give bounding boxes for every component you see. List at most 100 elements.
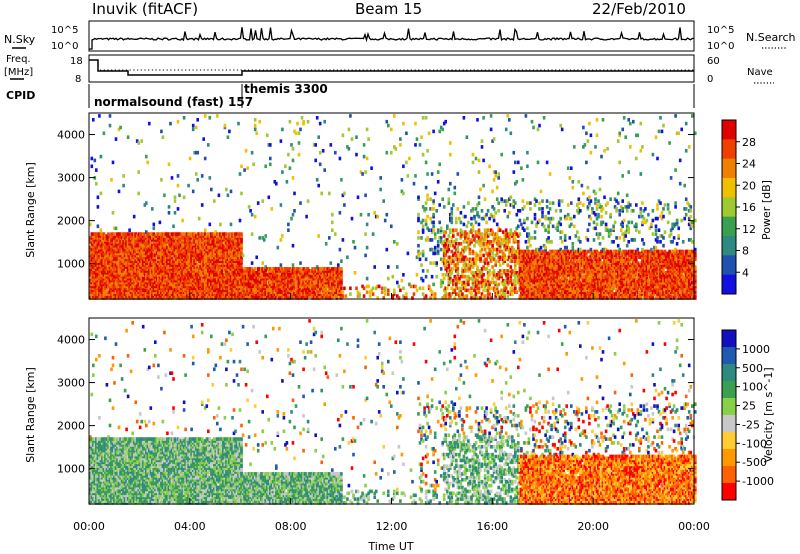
- heatmap-cell: [309, 284, 313, 289]
- heatmap-cell: [205, 240, 209, 244]
- heatmap-cell: [96, 286, 100, 291]
- heatmap-cell: [143, 273, 147, 277]
- heatmap-cell: [296, 288, 299, 293]
- heatmap-cell: [95, 278, 98, 283]
- heatmap-cell: [117, 292, 121, 296]
- heatmap-cell: [238, 234, 242, 238]
- heatmap-cell: [237, 261, 240, 265]
- heatmap-cell: [219, 232, 222, 236]
- heatmap-cell: [138, 284, 142, 289]
- heatmap-cell: [129, 236, 133, 240]
- heatmap-cell: [285, 273, 289, 277]
- heatmap-cell: [122, 273, 125, 277]
- heatmap-cell: [110, 296, 113, 300]
- heatmap-cell: [205, 284, 209, 289]
- heatmap-cell: [104, 269, 107, 273]
- heatmap-cell: [259, 290, 263, 294]
- heatmap-cell: [152, 269, 156, 273]
- heatmap-cell: [182, 294, 186, 298]
- heatmap-cell: [161, 269, 165, 273]
- heatmap-cell: [208, 284, 212, 289]
- heatmap-cell: [320, 269, 323, 273]
- heatmap-cell: [397, 284, 401, 289]
- heatmap-cell: [262, 282, 266, 287]
- heatmap-cell: [302, 274, 305, 279]
- heatmap-cell: [141, 251, 145, 256]
- heatmap-cell: [200, 288, 204, 293]
- heatmap-cell: [116, 276, 119, 281]
- heatmap-cell: [197, 294, 201, 298]
- heatmap-cell: [205, 257, 209, 262]
- heatmap-cell: [207, 242, 210, 246]
- heatmap-cell: [93, 261, 97, 265]
- heatmap-cell: [220, 236, 224, 240]
- heatmap-cell: [269, 143, 272, 147]
- heatmap-cell: [128, 228, 131, 232]
- heatmap-cell: [111, 253, 115, 258]
- heatmap-cell: [359, 212, 363, 217]
- heatmap-cell: [137, 263, 140, 267]
- heatmap-cell: [119, 296, 122, 300]
- heatmap-cell: [170, 273, 174, 277]
- heatmap-cell: [184, 253, 187, 258]
- heatmap-cell: [122, 255, 125, 260]
- heatmap-cell: [181, 271, 184, 275]
- heatmap-cell: [256, 278, 260, 283]
- heatmap-cell: [146, 245, 150, 250]
- heatmap-cell: [290, 278, 293, 283]
- heatmap-cell: [129, 269, 133, 273]
- heatmap-cell: [187, 294, 190, 298]
- heatmap-cell: [125, 245, 128, 250]
- heatmap-cell: [149, 234, 153, 238]
- heatmap-cell: [178, 278, 181, 283]
- heatmap-cell: [340, 271, 343, 275]
- heatmap-cell: [219, 290, 222, 294]
- heatmap-cell: [285, 271, 289, 275]
- heatmap-cell: [211, 274, 215, 279]
- heatmap-cell: [158, 273, 162, 277]
- heatmap-cell: [228, 247, 231, 252]
- heatmap-cell: [226, 290, 230, 294]
- heatmap-cell: [278, 288, 281, 293]
- heatmap-cell: [98, 294, 101, 298]
- heatmap-cell: [92, 296, 95, 300]
- heatmap-cell: [424, 296, 428, 300]
- heatmap-cell: [278, 280, 281, 285]
- heatmap-cell: [285, 292, 289, 296]
- heatmap-cell: [311, 267, 314, 271]
- heatmap-cell: [200, 234, 204, 238]
- heatmap-cell: [138, 253, 142, 258]
- heatmap-cell: [285, 288, 289, 293]
- heatmap-cell: [273, 294, 277, 298]
- heatmap-cell: [216, 280, 219, 285]
- heatmap-cell: [119, 245, 122, 250]
- heatmap-cell: [191, 269, 195, 273]
- heatmap-cell: [155, 253, 159, 258]
- heatmap-cell: [111, 251, 115, 256]
- heatmap-cell: [324, 242, 328, 246]
- heatmap-cell: [141, 253, 145, 258]
- heatmap-cell: [231, 292, 234, 296]
- heatmap-cell: [184, 236, 187, 240]
- heatmap-cell: [182, 195, 186, 200]
- heatmap-cell: [211, 278, 215, 283]
- heatmap-cell: [219, 251, 222, 256]
- heatmap-cell: [131, 271, 134, 275]
- heatmap-cell: [411, 296, 414, 300]
- heatmap-cell: [377, 284, 381, 289]
- heatmap-cell: [92, 278, 95, 283]
- heatmap-cell: [210, 282, 213, 287]
- heatmap-cell: [208, 232, 212, 236]
- heatmap-cell: [196, 232, 199, 236]
- heatmap-cell: [114, 280, 118, 285]
- heatmap-cell: [408, 282, 411, 287]
- heatmap-cell: [225, 243, 228, 248]
- heatmap-cell: [194, 269, 198, 273]
- heatmap-cell: [262, 276, 266, 281]
- heatmap-cell: [234, 247, 237, 252]
- heatmap-cell: [172, 259, 175, 263]
- heatmap-cell: [134, 243, 137, 248]
- heatmap-cell: [190, 232, 193, 236]
- heatmap-cell: [167, 205, 171, 209]
- heatmap-cell: [439, 236, 443, 240]
